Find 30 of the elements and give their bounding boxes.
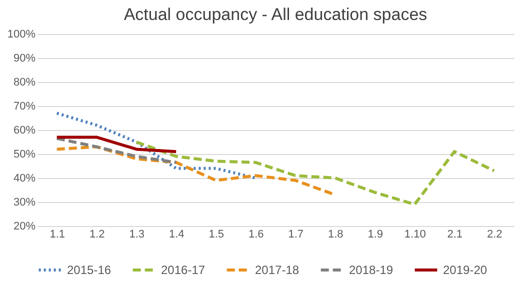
- y-tick-label: 70%: [13, 100, 36, 112]
- x-tick-label: 2.1: [447, 228, 463, 240]
- y-tick-label: 60%: [13, 124, 36, 136]
- y-tick-label: 90%: [13, 52, 36, 64]
- y-tick-label: 80%: [13, 76, 36, 88]
- y-tick-label: 100%: [7, 28, 36, 40]
- x-tick-label: 1.10: [404, 228, 426, 240]
- x-tick-label: 1.7: [288, 228, 304, 240]
- y-tick-label: 50%: [13, 148, 36, 160]
- x-tick-label: 1.3: [129, 228, 145, 240]
- y-tick-label: 40%: [13, 172, 36, 184]
- line-series: [55, 136, 178, 164]
- x-tick-label: 1.2: [89, 228, 105, 240]
- legend-label: 2019-20: [443, 263, 488, 277]
- x-tick-label: 1.5: [208, 228, 224, 240]
- y-tick-label: 30%: [13, 196, 36, 208]
- chart-title: Actual occupancy - All education spaces: [124, 5, 428, 24]
- x-tick-label: 1.6: [248, 228, 264, 240]
- legend-label: 2015-16: [67, 263, 112, 277]
- x-tick-label: 1.4: [168, 228, 184, 240]
- legend-label: 2016-17: [161, 263, 206, 277]
- line-series: [134, 140, 496, 206]
- x-tick-label: 1.8: [328, 228, 344, 240]
- line-series: [55, 112, 258, 180]
- legend-label: 2018-19: [349, 263, 394, 277]
- x-tick-label: 1.1: [50, 228, 66, 240]
- y-tick-label: 20%: [13, 220, 36, 232]
- x-tick-label: 1.9: [368, 228, 384, 240]
- legend-label: 2017-18: [255, 263, 300, 277]
- x-tick-label: 2.2: [486, 228, 502, 240]
